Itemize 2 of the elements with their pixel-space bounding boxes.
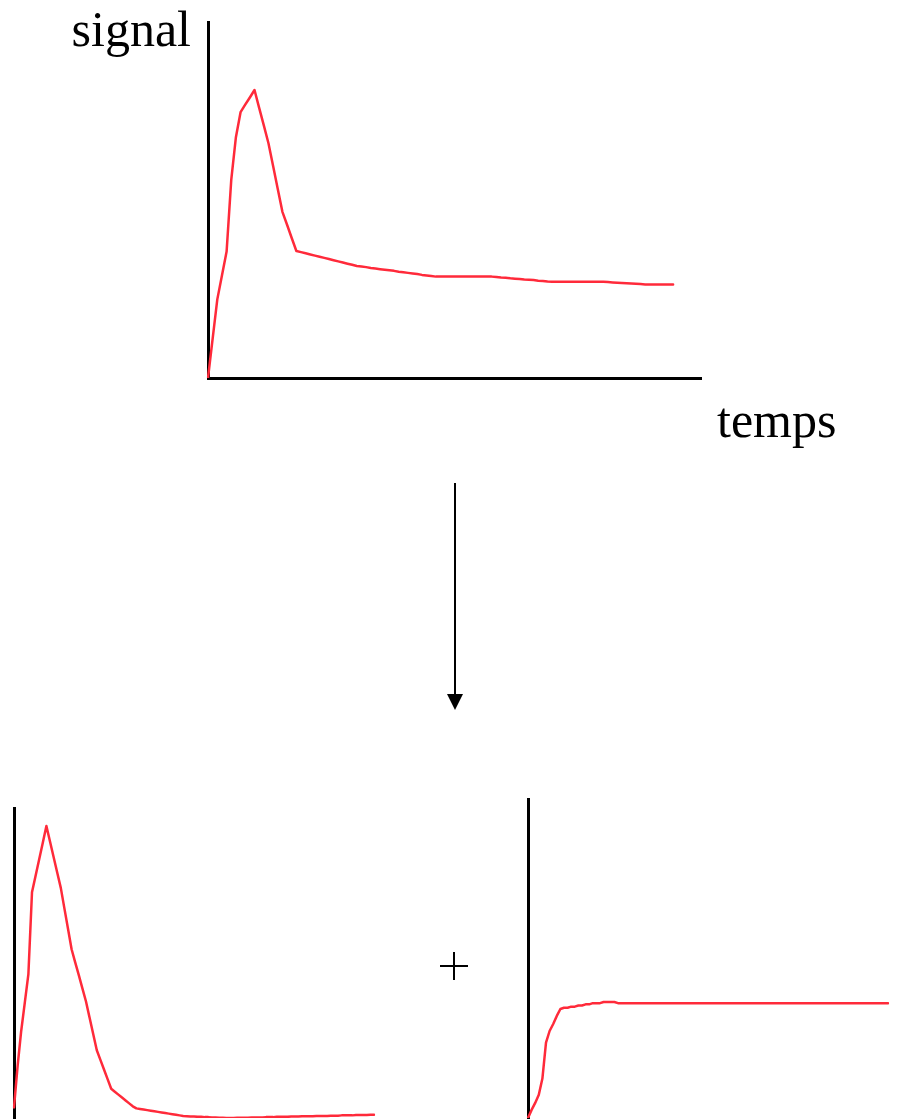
y-axis-title: signal xyxy=(71,1,191,57)
x-axis-title: temps xyxy=(717,392,837,448)
